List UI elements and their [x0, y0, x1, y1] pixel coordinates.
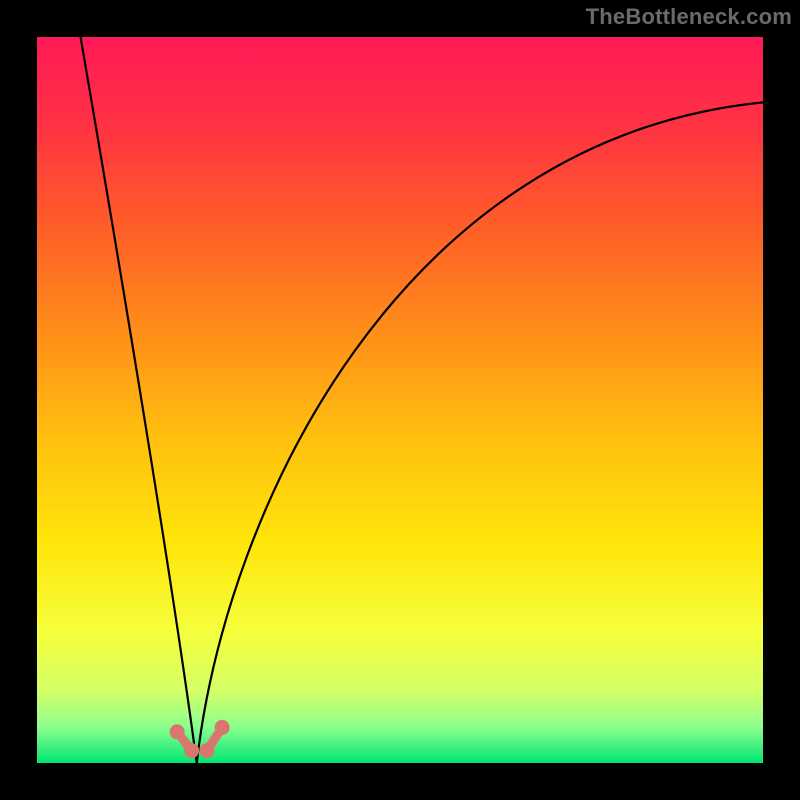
watermark-text: TheBottleneck.com [586, 4, 792, 30]
marker-dot [199, 743, 214, 758]
marker-dot [215, 720, 230, 735]
gradient-background [37, 37, 763, 763]
marker-dot [170, 724, 185, 739]
plot-svg [37, 37, 763, 763]
chart-root: TheBottleneck.com [0, 0, 800, 800]
marker-dot [184, 743, 199, 758]
plot-area [37, 37, 763, 763]
